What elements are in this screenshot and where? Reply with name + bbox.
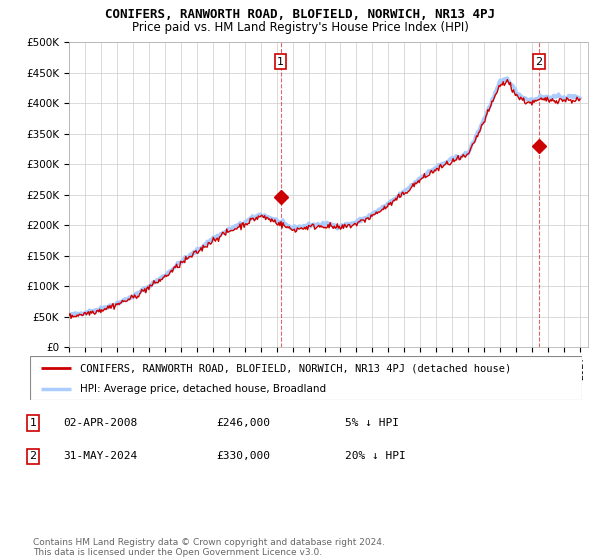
Text: 20% ↓ HPI: 20% ↓ HPI xyxy=(345,451,406,461)
Text: 31-MAY-2024: 31-MAY-2024 xyxy=(63,451,137,461)
Text: CONIFERS, RANWORTH ROAD, BLOFIELD, NORWICH, NR13 4PJ (detached house): CONIFERS, RANWORTH ROAD, BLOFIELD, NORWI… xyxy=(80,363,511,373)
Text: Price paid vs. HM Land Registry's House Price Index (HPI): Price paid vs. HM Land Registry's House … xyxy=(131,21,469,34)
Text: 2: 2 xyxy=(29,451,37,461)
Text: 1: 1 xyxy=(277,57,284,67)
Text: HPI: Average price, detached house, Broadland: HPI: Average price, detached house, Broa… xyxy=(80,384,326,394)
Text: 2: 2 xyxy=(535,57,542,67)
Text: 5% ↓ HPI: 5% ↓ HPI xyxy=(345,418,399,428)
Text: Contains HM Land Registry data © Crown copyright and database right 2024.
This d: Contains HM Land Registry data © Crown c… xyxy=(33,538,385,557)
Text: 1: 1 xyxy=(29,418,37,428)
Text: 02-APR-2008: 02-APR-2008 xyxy=(63,418,137,428)
Text: £246,000: £246,000 xyxy=(216,418,270,428)
Text: CONIFERS, RANWORTH ROAD, BLOFIELD, NORWICH, NR13 4PJ: CONIFERS, RANWORTH ROAD, BLOFIELD, NORWI… xyxy=(105,8,495,21)
Text: £330,000: £330,000 xyxy=(216,451,270,461)
